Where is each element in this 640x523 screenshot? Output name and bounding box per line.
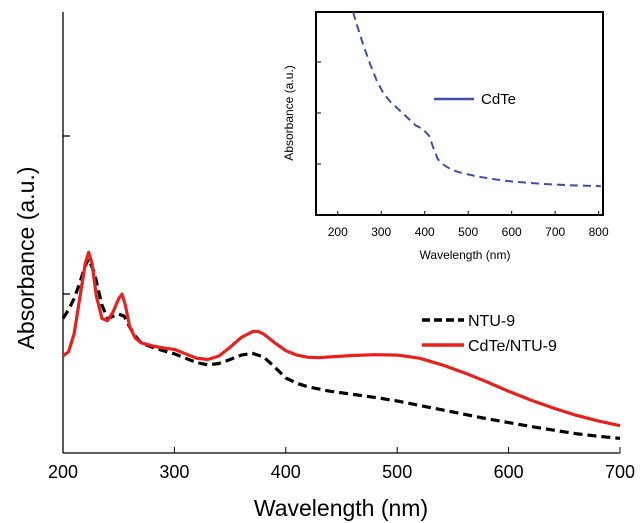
inset-x-tick-label: 800 — [589, 225, 609, 239]
inset-legend: CdTe — [434, 91, 516, 108]
main-x-tick-label: 400 — [271, 462, 301, 482]
inset-x-tick-label: 300 — [371, 225, 391, 239]
inset-x-ticks: 200 300 400 500 600 700 800 — [328, 211, 609, 239]
main-x-tick-label: 300 — [159, 462, 189, 482]
main-series-line-1 — [62, 250, 621, 428]
main-x-tick-label: 700 — [605, 462, 635, 482]
main-x-ticks: 200 300 400 500 600 700 — [48, 447, 635, 482]
main-legend: NTU-9 CdTe/NTU-9 — [422, 313, 557, 355]
main-y-axis-label: Absorbance (a.u.) — [13, 167, 39, 350]
inset-chart: 200 300 400 500 600 700 800 Wavelength (nm) Ab… — [282, 11, 609, 262]
legend-label-ntu9: NTU-9 — [468, 313, 515, 330]
inset-frame — [315, 11, 604, 216]
main-x-axis-label: Wavelength (nm) — [254, 495, 428, 521]
legend-label-cdte: CdTe — [481, 91, 516, 108]
main-series — [61, 250, 621, 440]
inset-series-line-0 — [352, 11, 601, 188]
main-x-tick-label: 200 — [48, 462, 78, 482]
main-x-tick-label: 600 — [494, 462, 524, 482]
main-x-tick-label: 500 — [382, 462, 412, 482]
inset-x-tick-label: 600 — [502, 225, 522, 239]
inset-series — [352, 11, 601, 188]
main-series-line-0 — [61, 257, 621, 440]
inset-x-tick-label: 500 — [458, 225, 478, 239]
inset-x-axis-label: Wavelength (nm) — [420, 248, 511, 262]
inset-x-tick-label: 400 — [415, 225, 435, 239]
inset-x-tick-label: 200 — [328, 225, 348, 239]
inset-y-axis-label: Absorbance (a.u.) — [282, 65, 296, 160]
main-chart: 200 300 400 500 600 700 Wavelength (nm) Absor… — [13, 12, 635, 521]
legend-label-cdte-ntu9: CdTe/NTU-9 — [468, 338, 557, 355]
inset-x-tick-label: 700 — [545, 225, 565, 239]
